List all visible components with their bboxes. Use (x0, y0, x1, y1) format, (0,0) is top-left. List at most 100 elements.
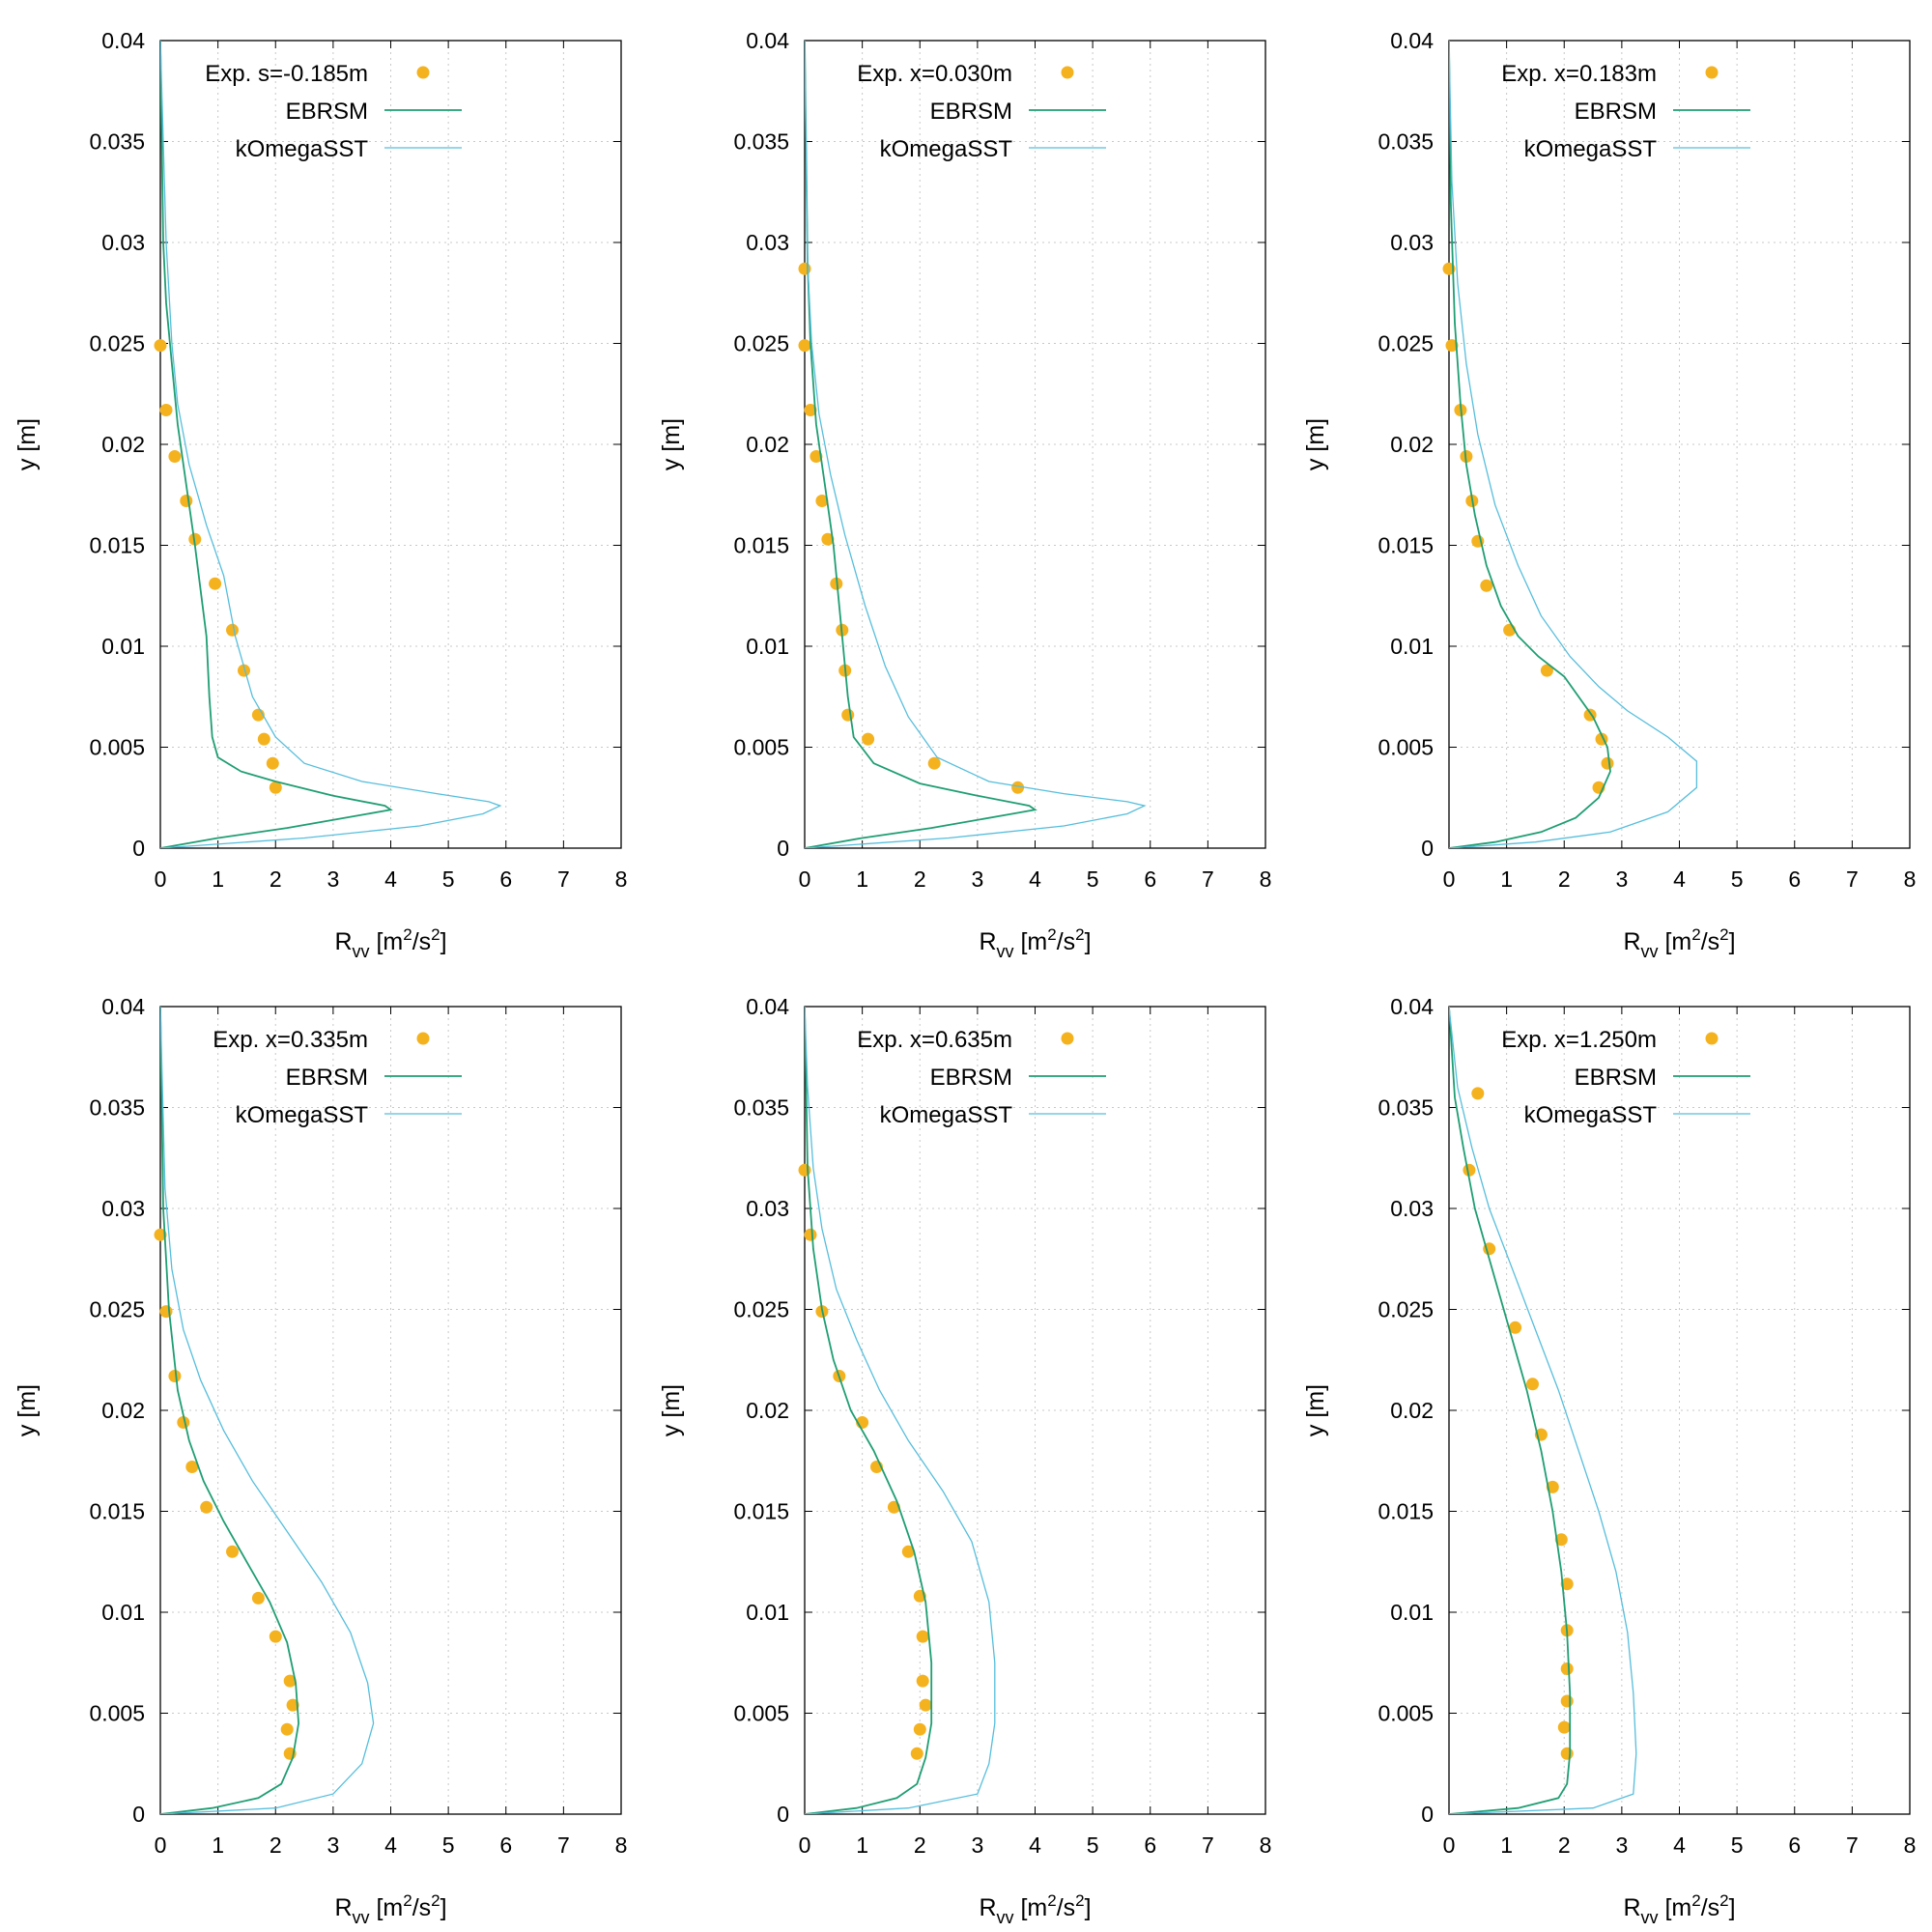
legend-label-ebrsm: EBRSM (286, 1065, 368, 1091)
x-tick-label: 4 (384, 1833, 397, 1858)
legend-label-komega: kOmegaSST (236, 1102, 369, 1128)
exp-data-point (1011, 781, 1025, 794)
exp-data-point (1509, 1321, 1522, 1334)
y-axis-label: y [m] (658, 418, 685, 470)
y-tick-label: 0.005 (733, 735, 789, 760)
y-tick-label: 0.015 (89, 1499, 145, 1524)
plot-frame (804, 1006, 1266, 1815)
exp-data-point (919, 1698, 932, 1712)
x-tick-label: 8 (1904, 1833, 1917, 1858)
y-tick-label: 0.04 (1390, 28, 1434, 53)
y-tick-label: 0.005 (1378, 735, 1434, 760)
exp-data-point (1463, 1163, 1476, 1177)
y-tick-label: 0.025 (733, 331, 789, 356)
x-tick-label: 3 (1615, 1833, 1628, 1858)
x-axis-label: Rvv [m2/s2] (1623, 925, 1735, 961)
y-tick-label: 0.035 (733, 1095, 789, 1121)
y-tick-label: 0.04 (746, 28, 789, 53)
x-axis-label: Rvv [m2/s2] (979, 1891, 1091, 1927)
x-tick-label: 7 (1202, 867, 1214, 892)
x-tick-label: 5 (442, 1833, 455, 1858)
chart-panel-4: 0 1 2 3 4 5 6 7 8 0 0.005 0.01 0.015 0.02 0.025 0.03 0.0… (14, 994, 627, 1927)
exp-data-point (1560, 1577, 1574, 1591)
exp-data-point (226, 1545, 239, 1558)
komega-line (1449, 1007, 1637, 1814)
y-tick-label: 0.005 (733, 1701, 789, 1726)
y-tick-label: 0.03 (1390, 230, 1434, 255)
legend-marker-exp (1705, 66, 1719, 79)
x-tick-label: 5 (442, 867, 455, 892)
x-tick-label: 5 (1731, 1833, 1744, 1858)
ebrsm-line (805, 1007, 933, 1814)
exp-data-point (810, 450, 823, 463)
legend-label-ebrsm: EBRSM (286, 99, 368, 125)
ebrsm-line (805, 41, 1037, 848)
exp-data-point (804, 1228, 817, 1241)
y-tick-label: 0 (777, 1802, 789, 1827)
x-tick-label: 4 (384, 867, 397, 892)
x-axis-label: Rvv [m2/s2] (334, 1891, 446, 1927)
y-tick-label: 0.025 (733, 1297, 789, 1322)
legend-label-ebrsm: EBRSM (930, 99, 1012, 125)
x-tick-label: 7 (1846, 867, 1859, 892)
komega-line (160, 1007, 375, 1814)
x-tick-label: 1 (856, 867, 868, 892)
x-tick-label: 3 (971, 867, 983, 892)
exp-data-point (1540, 664, 1553, 677)
plot-frame (1448, 40, 1911, 849)
exp-data-point (269, 781, 282, 794)
x-tick-label: 4 (1029, 867, 1041, 892)
x-tick-label: 4 (1673, 867, 1686, 892)
exp-data-point (200, 1500, 213, 1514)
plot-frame (159, 40, 622, 849)
y-tick-label: 0.02 (101, 1398, 145, 1423)
exp-data-point (269, 1630, 282, 1643)
legend-label-komega: kOmegaSST (1524, 136, 1658, 162)
x-tick-label: 3 (327, 1833, 339, 1858)
exp-data-point (180, 495, 193, 507)
legend-label-exp: Exp. x=0.635m (857, 1027, 1012, 1053)
y-tick-label: 0 (777, 836, 789, 861)
ebrsm-line (160, 41, 393, 848)
exp-data-point (1526, 1378, 1539, 1391)
x-tick-label: 3 (327, 867, 339, 892)
y-tick-label: 0.04 (1390, 994, 1434, 1019)
exp-data-point (804, 404, 817, 416)
exp-data-point (238, 664, 250, 677)
x-tick-label: 8 (1260, 1833, 1272, 1858)
x-tick-label: 4 (1673, 1833, 1686, 1858)
y-tick-label: 0.035 (89, 129, 145, 155)
x-tick-label: 0 (155, 867, 167, 892)
x-tick-label: 1 (212, 1833, 224, 1858)
x-tick-label: 2 (270, 1833, 282, 1858)
y-axis-label: y [m] (14, 1384, 41, 1436)
x-tick-label: 2 (914, 867, 926, 892)
x-tick-label: 8 (1904, 867, 1917, 892)
legend-marker-exp (416, 1032, 430, 1045)
chart-panel-3: 0 1 2 3 4 5 6 7 8 0 0.005 0.01 0.015 0.02 0.025 0.03 0.0… (1302, 28, 1916, 961)
komega-line (1449, 41, 1698, 848)
legend-label-komega: kOmegaSST (880, 1102, 1013, 1128)
x-tick-label: 2 (914, 1833, 926, 1858)
legend-label-exp: Exp. x=1.250m (1501, 1027, 1657, 1053)
exp-data-point (257, 732, 270, 746)
x-tick-label: 1 (1500, 867, 1513, 892)
y-tick-label: 0.03 (746, 1196, 789, 1221)
exp-data-point (209, 577, 222, 590)
x-tick-label: 3 (1615, 867, 1628, 892)
y-tick-label: 0.005 (89, 735, 145, 760)
y-tick-label: 0.005 (1378, 1701, 1434, 1726)
x-tick-label: 8 (615, 1833, 628, 1858)
x-tick-label: 1 (1500, 1833, 1513, 1858)
y-tick-label: 0.015 (733, 533, 789, 558)
x-tick-label: 7 (557, 867, 570, 892)
exp-data-point (821, 532, 835, 546)
y-tick-label: 0.02 (746, 432, 789, 457)
y-tick-label: 0.005 (89, 1701, 145, 1726)
exp-data-point (1560, 1747, 1574, 1760)
exp-data-point (1471, 1087, 1485, 1100)
x-tick-label: 5 (1087, 1833, 1099, 1858)
chart-panel-6: 0 1 2 3 4 5 6 7 8 0 0.005 0.01 0.015 0.02 0.025 0.03 0.0… (1302, 994, 1916, 1927)
exp-data-point (1445, 339, 1459, 353)
